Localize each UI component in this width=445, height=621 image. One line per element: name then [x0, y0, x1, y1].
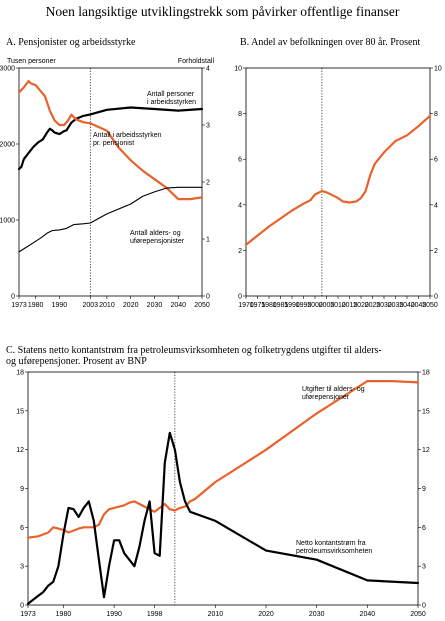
panel-a-title: A. Pensjonister og arbeidsstyrke — [6, 37, 136, 48]
series-line-2 — [26, 431, 420, 605]
y-tick-label-left: 12 — [16, 447, 24, 454]
annotation-pensjonister: Antall alders- og uførepensjonister — [130, 230, 185, 245]
series-line-1 — [244, 114, 432, 246]
x-tick-label: 1998 — [147, 611, 163, 618]
y-tick-label-right: 12 — [422, 447, 430, 454]
x-tick-label: 1980 — [28, 302, 44, 309]
x-tick-label: 2020 — [258, 611, 274, 618]
y-tick-label-left: 4 — [238, 202, 242, 209]
y-tick-label-left: 2000 — [0, 142, 15, 149]
x-tick-label: 1973 — [11, 302, 27, 309]
x-tick-label: 2030 — [309, 611, 325, 618]
y-tick-label-right: 18 — [422, 370, 430, 377]
y-tick-label-left: 6 — [238, 157, 242, 164]
x-tick-label: 2003 — [83, 302, 99, 309]
y-tick-label-right: 2 — [206, 180, 210, 187]
y-tick-label-right: 2 — [434, 248, 438, 255]
y-tick-label-right: 0 — [206, 294, 210, 301]
y-tick-label-right: 3 — [206, 123, 210, 130]
y-tick-label-right: 15 — [422, 408, 430, 415]
x-tick-label: 2040 — [170, 302, 186, 309]
y-tick-label-left: 0 — [238, 294, 242, 301]
x-tick-label: 1995 — [296, 302, 312, 309]
x-tick-label: 2035 — [388, 302, 404, 309]
y-tick-label-left: 0 — [11, 294, 15, 301]
x-tick-label: 1990 — [284, 302, 300, 309]
x-tick-label: 2050 — [194, 302, 210, 309]
x-tick-label: 2000 — [307, 302, 323, 309]
x-tick-label: 1985 — [273, 302, 289, 309]
annotation-arbeidsstyrke: Antall personer i arbeidsstyrken — [147, 91, 197, 106]
page-title: Noen langsiktige utviklingstrekk som påv… — [45, 4, 400, 19]
x-tick-label: 2020 — [123, 302, 139, 309]
x-tick-label: 1973 — [20, 611, 36, 618]
y-tick-label-left: 18 — [16, 370, 24, 377]
y-tick-label-right: 4 — [206, 66, 210, 73]
x-tick-label: 2020 — [353, 302, 369, 309]
y-tick-label-left: 6 — [20, 525, 24, 532]
y-tick-label-left: 9 — [20, 486, 24, 493]
y-tick-label-right: 3 — [422, 564, 426, 571]
x-tick-label: 2015 — [342, 302, 358, 309]
y-tick-label-right: 9 — [422, 486, 426, 493]
series-line-1 — [26, 380, 420, 539]
left-axis-label: Tusen personer — [7, 58, 56, 65]
y-tick-label-right: 1 — [206, 237, 210, 244]
x-tick-label: 2010 — [99, 302, 115, 309]
right-axis-label: Forholdstall — [178, 58, 215, 65]
y-tick-label-right: 0 — [434, 294, 438, 301]
x-tick-label: 2040 — [360, 611, 376, 618]
x-tick-label: 2005 — [319, 302, 335, 309]
y-tick-label-right: 8 — [434, 111, 438, 118]
y-tick-label-right: 0 — [422, 603, 426, 610]
y-tick-label-left: 0 — [20, 603, 24, 610]
annotation-forholdstall: Antall i arbeidsstyrken pr. pensjonist — [93, 132, 162, 147]
y-tick-label-left: 10 — [234, 66, 242, 73]
y-tick-label-left: 3 — [20, 564, 24, 571]
x-tick-label: 1990 — [52, 302, 68, 309]
annotation-utgifter: Utgifter til alders- og uførepensjoner — [302, 386, 365, 401]
series-line-1 — [17, 106, 204, 171]
x-tick-label: 1970 — [238, 302, 254, 309]
x-tick-label: 2050 — [410, 611, 426, 618]
plot-frame — [27, 371, 419, 606]
y-tick-label-right: 6 — [422, 525, 426, 532]
y-tick-label-left: 15 — [16, 408, 24, 415]
x-tick-label: 2010 — [208, 611, 224, 618]
x-tick-label: 1980 — [56, 611, 72, 618]
y-tick-label-right: 10 — [434, 66, 442, 73]
x-tick-label: 1975 — [250, 302, 266, 309]
x-tick-label: 1980 — [261, 302, 277, 309]
x-tick-label: 2050 — [422, 302, 438, 309]
x-tick-label: 2045 — [411, 302, 427, 309]
y-tick-label-left: 8 — [238, 111, 242, 118]
y-tick-label-right: 4 — [434, 202, 438, 209]
x-tick-label: 2030 — [147, 302, 163, 309]
panel-c-title: C. Statens netto kontantstrøm fra petrol… — [6, 345, 382, 367]
annotation-kontantstrom: Netto kontantstrøm fra petroleumsvirksom… — [296, 540, 373, 555]
x-tick-label: 2010 — [330, 302, 346, 309]
y-tick-label-right: 6 — [434, 157, 438, 164]
x-tick-label: 1990 — [106, 611, 122, 618]
x-tick-label: 2030 — [376, 302, 392, 309]
series-line-2 — [17, 80, 204, 201]
panel-b-title: B. Andel av befolkningen over 80 år. Pro… — [240, 37, 421, 48]
y-tick-label-left: 2 — [238, 248, 242, 255]
series-line-3 — [18, 186, 203, 253]
y-tick-label-left: 3000 — [0, 66, 15, 73]
x-tick-label: 2040 — [399, 302, 415, 309]
x-tick-label: 2025 — [365, 302, 381, 309]
y-tick-label-left: 1000 — [0, 218, 15, 225]
